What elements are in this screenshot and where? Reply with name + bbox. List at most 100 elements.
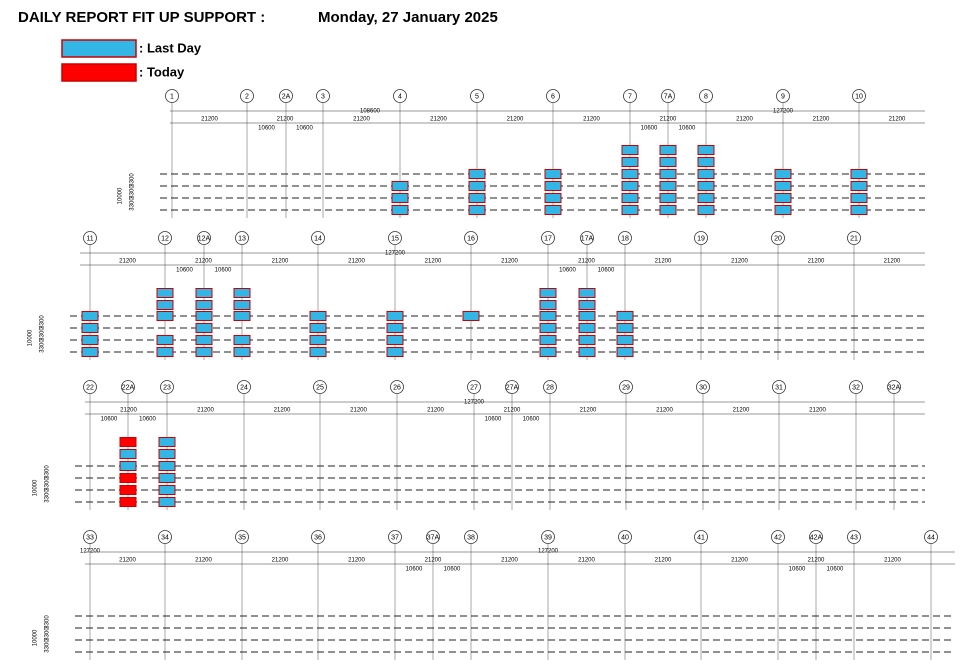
support-box — [539, 335, 557, 345]
grid-bubble — [661, 89, 675, 103]
span-dim: 21200 — [348, 259, 365, 265]
half-span-dim: 10600 — [444, 567, 461, 573]
support-box — [468, 193, 486, 203]
support-box — [850, 193, 868, 203]
grid-bubble — [541, 530, 555, 544]
grid-bubble — [83, 231, 97, 245]
grid-label: 27 — [470, 384, 478, 391]
grid-label: 33 — [86, 534, 94, 541]
support-box — [621, 169, 639, 179]
support-box — [774, 205, 792, 215]
grid-bubble — [618, 530, 632, 544]
support-box — [659, 205, 677, 215]
half-span-dim: 10600 — [523, 417, 540, 423]
support-box — [697, 205, 715, 215]
support-box — [158, 449, 176, 459]
support-box — [539, 323, 557, 333]
support-box — [119, 473, 137, 483]
grid-label: 23 — [163, 384, 171, 391]
grid-label: 17A — [581, 235, 594, 242]
grid-bubble — [83, 530, 97, 544]
support-box — [195, 347, 213, 357]
half-span-dim: 10600 — [559, 268, 576, 274]
support-box — [774, 169, 792, 179]
grid-label: 15 — [391, 235, 399, 242]
half-span-dim: 10600 — [176, 268, 193, 274]
grid-label: 31 — [775, 384, 783, 391]
support-box — [195, 323, 213, 333]
row-dim: 3300 — [40, 315, 46, 329]
row-dim: 3300 — [45, 477, 51, 491]
span-dim: 21200 — [197, 408, 214, 414]
support-box — [81, 347, 99, 357]
support-box — [156, 311, 174, 321]
span-dim: 21200 — [736, 117, 753, 123]
support-box — [233, 300, 251, 310]
support-box — [659, 145, 677, 155]
grid-bubble — [158, 231, 172, 245]
grid-label: 9 — [781, 93, 785, 100]
support-box — [659, 157, 677, 167]
support-box — [156, 347, 174, 357]
support-box — [850, 205, 868, 215]
support-box — [616, 311, 634, 321]
grid-label: 4 — [398, 93, 402, 100]
support-box — [578, 335, 596, 345]
support-box — [391, 193, 409, 203]
grid-bubble — [470, 89, 484, 103]
grid-label: 12 — [161, 235, 169, 242]
grid-bubble — [776, 89, 790, 103]
height-dim: 10000 — [33, 479, 39, 496]
span-dim: 21200 — [656, 408, 673, 414]
height-dim: 10000 — [33, 629, 39, 646]
support-box — [81, 335, 99, 345]
grid-label: 38 — [467, 534, 475, 541]
support-box — [850, 181, 868, 191]
support-box — [81, 323, 99, 333]
grid-bubble — [158, 530, 172, 544]
support-box — [309, 335, 327, 345]
grid-label: 41 — [697, 534, 705, 541]
grid-bubble — [393, 89, 407, 103]
span-dim: 21200 — [119, 558, 136, 564]
grid-bubble — [197, 231, 211, 245]
support-box — [697, 157, 715, 167]
grid-label: 24 — [240, 384, 248, 391]
grid-label: 30 — [699, 384, 707, 391]
half-span-dim: 10600 — [789, 567, 806, 573]
grid-bubble — [580, 231, 594, 245]
span-dim: 21200 — [274, 408, 291, 414]
span-dim: 21200 — [277, 117, 294, 123]
support-box — [468, 205, 486, 215]
support-box — [386, 311, 404, 321]
support-box — [774, 193, 792, 203]
grid-bubble — [313, 380, 327, 394]
span-dim: 21200 — [808, 259, 825, 265]
overall-dim: 127200 — [538, 549, 559, 555]
grid-label: 2A — [282, 93, 291, 100]
support-box — [386, 347, 404, 357]
grid-bubble — [847, 231, 861, 245]
support-box — [697, 193, 715, 203]
grid-label: 42 — [774, 534, 782, 541]
support-box — [158, 485, 176, 495]
support-box — [578, 288, 596, 298]
span-dim: 21200 — [119, 259, 136, 265]
span-dim: 21200 — [583, 117, 600, 123]
support-box — [697, 145, 715, 155]
grid-bubble — [237, 380, 251, 394]
grid-bubble — [619, 380, 633, 394]
grid-label: 16 — [467, 235, 475, 242]
grid-label: 44 — [927, 534, 935, 541]
support-box — [309, 347, 327, 357]
support-box — [391, 181, 409, 191]
support-box — [119, 449, 137, 459]
support-box — [158, 461, 176, 471]
half-span-dim: 10600 — [406, 567, 423, 573]
support-box — [391, 205, 409, 215]
span-dim: 21200 — [430, 117, 447, 123]
support-box — [697, 169, 715, 179]
span-dim: 21200 — [272, 558, 289, 564]
grid-label: 2 — [245, 93, 249, 100]
support-box — [158, 473, 176, 483]
